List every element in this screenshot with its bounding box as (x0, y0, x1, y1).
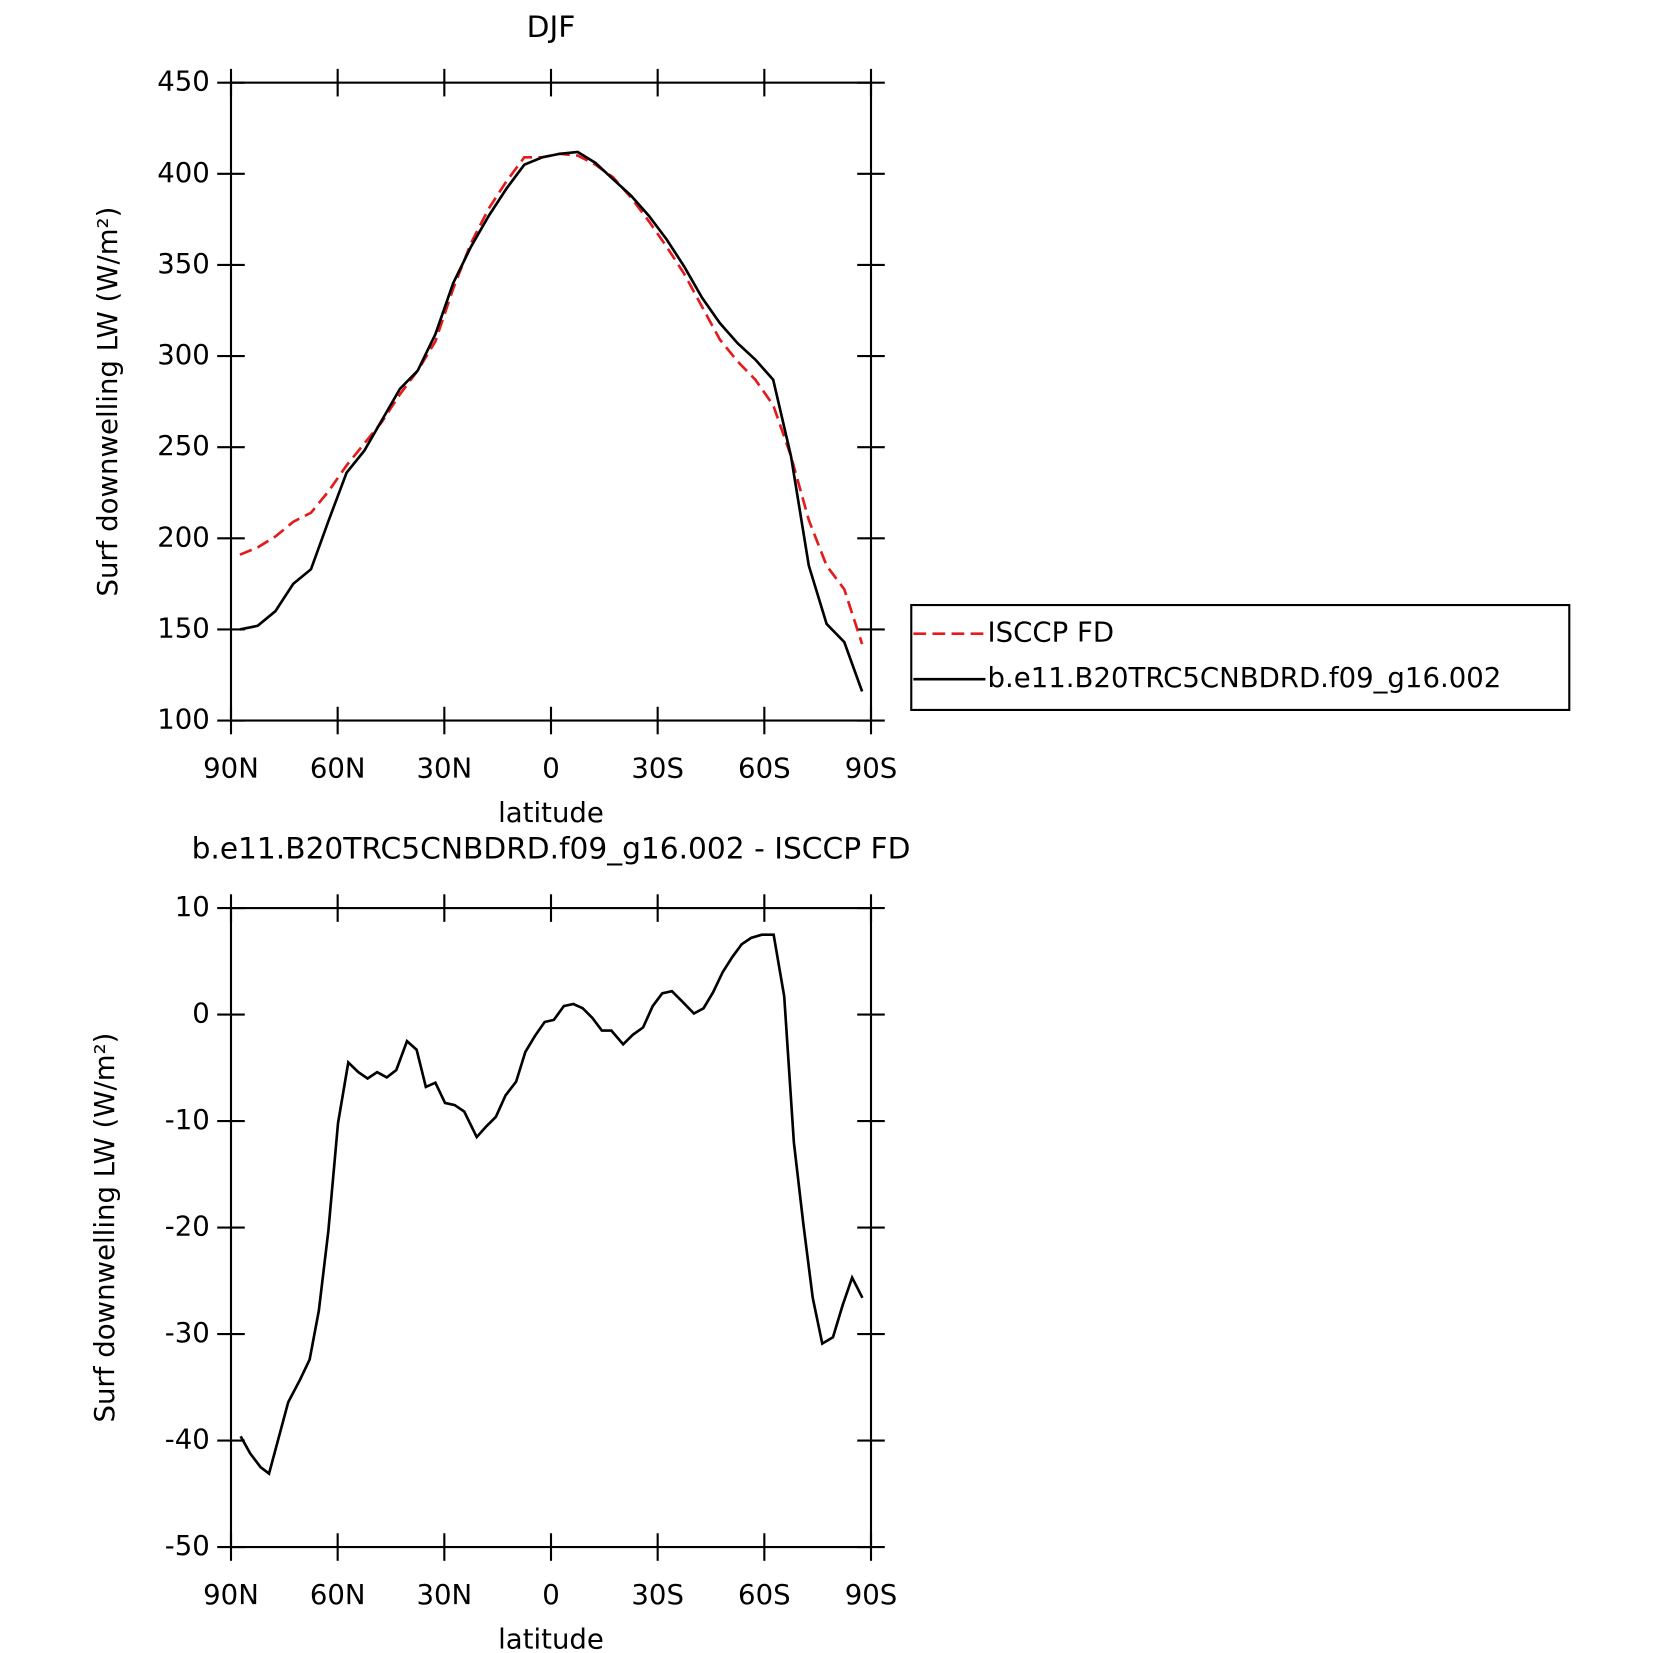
data-line (239, 933, 864, 1476)
data-line (239, 152, 864, 645)
y-tick-label: 150 (157, 612, 210, 644)
y-tick-label: -10 (165, 1104, 210, 1136)
x-tick-label: 60N (310, 752, 366, 784)
x-tick-label: 60N (310, 1579, 366, 1611)
y-tick-label: 350 (157, 248, 210, 280)
y-tick-label: 450 (157, 66, 210, 98)
data-line (239, 150, 864, 692)
plot-frame (229, 907, 873, 1549)
y-tick-label: -30 (165, 1317, 210, 1349)
y-tick-label: -20 (165, 1211, 210, 1243)
x-tick-label: 30S (631, 1579, 684, 1611)
y-tick-label: 100 (157, 704, 210, 736)
y-tick-label: -50 (165, 1530, 210, 1562)
y-tick-label: 200 (157, 521, 210, 553)
legend-label: ISCCP FD (988, 617, 1115, 649)
y-tick-label: 250 (157, 430, 210, 462)
legend-label: b.e11.B20TRC5CNBDRD.f09_g16.002 (988, 662, 1502, 694)
chart-title: b.e11.B20TRC5CNBDRD.f09_g16.002 - ISCCP … (192, 830, 911, 865)
x-axis-label: latitude (498, 797, 604, 829)
y-axis-label: Surf downwelling LW (W/m²) (89, 1033, 121, 1423)
y-tick-label: 0 (192, 998, 210, 1030)
x-tick-label: 30N (416, 1579, 472, 1611)
plot-frame (229, 81, 873, 722)
x-tick-label: 90N (203, 752, 259, 784)
x-tick-label: 90S (845, 1579, 898, 1611)
x-tick-label: 90S (845, 752, 898, 784)
x-tick-label: 30S (631, 752, 684, 784)
chart-title: DJF (527, 9, 576, 44)
x-tick-label: 90N (203, 1579, 259, 1611)
legend-box (910, 603, 1571, 712)
y-axis-label: Surf downwelling LW (W/m²) (92, 207, 124, 597)
x-tick-label: 60S (738, 752, 791, 784)
x-tick-label: 0 (542, 752, 560, 784)
x-tick-label: 60S (738, 1579, 791, 1611)
x-tick-label: 0 (542, 1579, 560, 1611)
y-tick-label: 300 (157, 339, 210, 371)
y-tick-label: -40 (165, 1424, 210, 1456)
x-axis-label: latitude (498, 1623, 604, 1653)
y-tick-label: 400 (157, 157, 210, 189)
x-tick-label: 30N (416, 752, 472, 784)
y-tick-label: 10 (175, 891, 210, 923)
